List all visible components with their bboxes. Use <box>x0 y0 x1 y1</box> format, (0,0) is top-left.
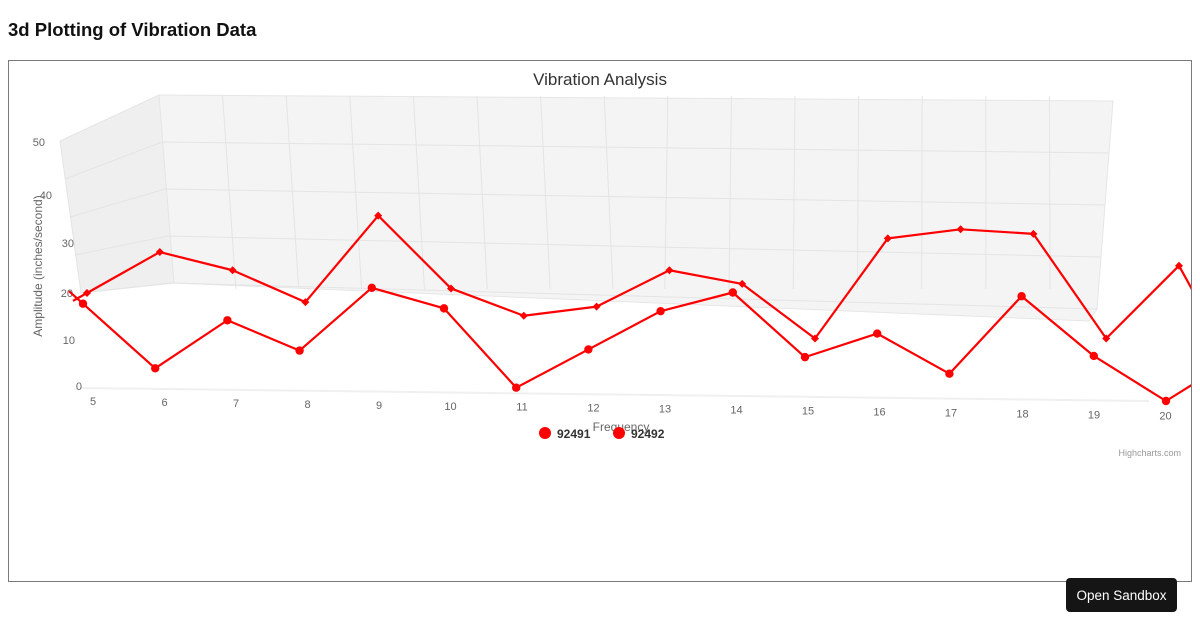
grid-line <box>412 95 425 290</box>
data-point-diamond-icon[interactable] <box>1175 261 1183 270</box>
y-tick-label: 0 <box>76 381 82 393</box>
data-point-diamond-icon[interactable] <box>228 266 237 275</box>
x-tick-label: 14 <box>730 405 742 417</box>
grid-line <box>69 188 166 218</box>
series-line <box>72 214 1191 340</box>
data-point-diamond-icon[interactable] <box>1029 229 1038 238</box>
grid-line <box>792 95 796 290</box>
data-point-circle-icon[interactable] <box>1017 292 1026 301</box>
data-point-circle-icon[interactable] <box>728 288 737 297</box>
x-tick-label: 7 <box>233 398 239 410</box>
x-tick-label: 19 <box>1088 409 1100 421</box>
x-axis-title: Frequency <box>593 420 650 434</box>
legend-item-92491[interactable]: 92491 <box>539 427 591 441</box>
data-point-circle-icon[interactable] <box>873 329 882 338</box>
grid-line <box>603 95 614 290</box>
series-line <box>68 286 1191 403</box>
data-point-diamond-icon[interactable] <box>738 279 747 288</box>
grid-line <box>285 95 300 290</box>
data-point-circle-icon[interactable] <box>1089 351 1099 361</box>
data-point-diamond-icon[interactable] <box>1102 334 1111 343</box>
chart-title: Vibration Analysis <box>533 70 667 89</box>
legend-label: 92491 <box>557 427 591 441</box>
legend-item-92492[interactable]: 92492 <box>613 427 665 441</box>
legend-label: 92492 <box>631 427 665 441</box>
chart-svg: Vibration Analysis 0 10 20 30 40 50 Amplitude… <box>31 70 1191 458</box>
x-tick-label: 15 <box>802 406 814 418</box>
y-tick-label: 50 <box>33 137 45 149</box>
x-tick-label: 18 <box>1016 408 1028 420</box>
grid-line <box>161 141 1110 154</box>
data-point-diamond-icon[interactable] <box>811 334 819 343</box>
y-tick-label: 40 <box>40 190 52 202</box>
floor-line <box>80 387 1150 402</box>
x-tick-label: 13 <box>659 404 671 416</box>
grid-line <box>349 95 363 290</box>
x-tick-label: 20 <box>1159 410 1171 422</box>
grid-line <box>64 141 163 180</box>
data-point-circle-icon[interactable] <box>151 364 160 373</box>
chart-container: Vibration Analysis 0 10 20 30 40 50 Amplitude… <box>8 60 1192 582</box>
back-wall <box>158 94 1114 322</box>
data-point-circle-icon[interactable] <box>800 352 810 362</box>
data-point-diamond-icon[interactable] <box>447 284 455 293</box>
data-point-diamond-icon[interactable] <box>374 211 383 220</box>
data-point-circle-icon[interactable] <box>295 346 304 355</box>
grid-line <box>728 95 732 290</box>
grid-line <box>222 95 237 290</box>
data-point-circle-icon[interactable] <box>1161 396 1171 406</box>
legend-marker-circle-icon <box>539 427 551 439</box>
y-tick-label: 30 <box>62 238 74 250</box>
x-tick-label: 8 <box>304 399 310 411</box>
data-point-diamond-icon[interactable] <box>155 248 164 257</box>
data-point-diamond-icon[interactable] <box>83 289 91 297</box>
page-title: 3d Plotting of Vibration Data <box>8 19 257 40</box>
series-92491[interactable] <box>68 283 1191 406</box>
x-tick-label: 5 <box>90 396 96 408</box>
grid-line <box>540 95 551 290</box>
series-92492[interactable] <box>72 211 1191 343</box>
side-wall <box>59 94 175 294</box>
grid-line <box>164 188 1106 206</box>
grid-line <box>476 95 488 290</box>
credits-link[interactable]: Highcharts.com <box>1118 448 1181 458</box>
x-tick-label: 9 <box>376 400 382 412</box>
grid-line <box>664 95 669 290</box>
grid-line <box>856 95 860 290</box>
x-tick-label: 11 <box>516 402 527 414</box>
data-point-circle-icon[interactable] <box>945 369 954 378</box>
chart-3d-frame <box>59 94 1150 402</box>
legend-marker-circle-icon <box>613 427 625 439</box>
data-point-circle-icon[interactable] <box>223 316 232 325</box>
x-tick-label: 16 <box>873 406 885 418</box>
data-point-diamond-icon[interactable] <box>956 225 965 234</box>
data-point-circle-icon[interactable] <box>656 306 665 316</box>
data-point-diamond-icon[interactable] <box>665 266 674 275</box>
y-tick-label: 10 <box>63 335 75 347</box>
x-tick-label: 10 <box>444 401 456 413</box>
x-tick-label: 6 <box>161 397 167 409</box>
data-point-circle-icon[interactable] <box>584 345 593 354</box>
data-point-circle-icon[interactable] <box>512 383 521 392</box>
grid-line <box>921 95 923 290</box>
data-point-circle-icon[interactable] <box>367 283 376 293</box>
data-point-diamond-icon[interactable] <box>883 234 892 243</box>
data-point-circle-icon[interactable] <box>78 299 88 308</box>
grid-line <box>170 282 1098 310</box>
grid-line <box>79 282 172 294</box>
x-tick-label: 12 <box>587 403 599 415</box>
data-point-circle-icon[interactable] <box>439 304 449 313</box>
data-point-diamond-icon[interactable] <box>301 298 310 307</box>
x-tick-label: 17 <box>945 407 957 419</box>
data-point-diamond-icon[interactable] <box>519 311 528 320</box>
x-axis-ticks: 5 6 7 8 9 10 11 12 13 14 15 16 17 18 19 20 <box>90 396 1172 422</box>
grid-line <box>74 235 169 256</box>
y-axis-title: Amplitude (inches/second) <box>31 195 45 336</box>
open-sandbox-button[interactable]: Open Sandbox <box>1066 578 1177 612</box>
legend: 92491 92492 <box>539 427 665 441</box>
grid-line <box>167 235 1102 258</box>
data-point-diamond-icon[interactable] <box>592 302 601 311</box>
